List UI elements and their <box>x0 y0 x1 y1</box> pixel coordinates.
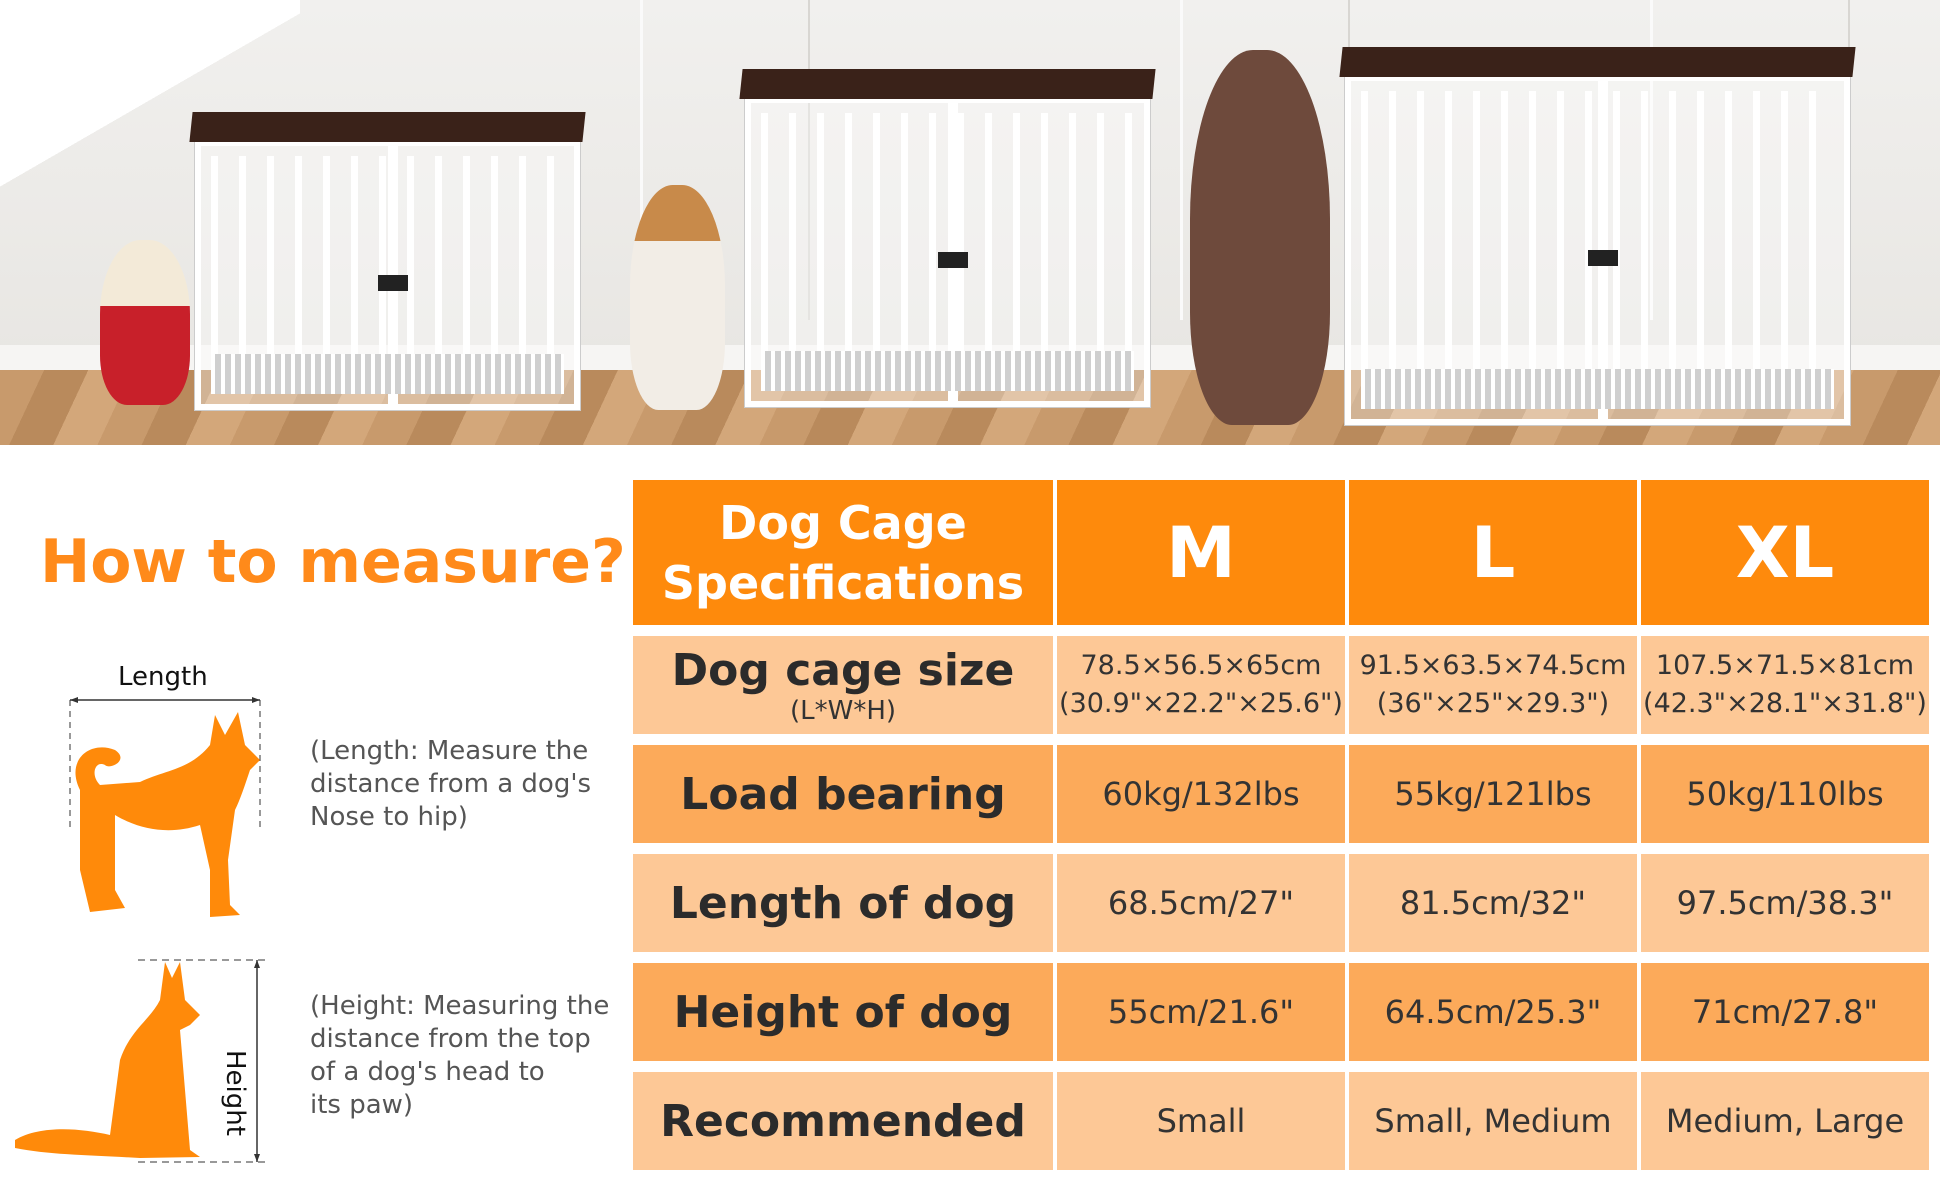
spec-table: Dog Cage Specifications M L XL Dog cage … <box>633 480 1929 1170</box>
desc-line: of a dog's head to <box>310 1057 545 1087</box>
recommended-m: Small <box>1057 1072 1345 1170</box>
height-of-dog-m: 55cm/21.6" <box>1057 963 1345 1061</box>
recommended-xl: Medium, Large <box>1641 1072 1929 1170</box>
row-label-text: Dog cage size <box>671 644 1015 696</box>
value-imperial: (42.3"×28.1"×31.8") <box>1643 688 1927 719</box>
load-bearing-l: 55kg/121lbs <box>1349 745 1637 843</box>
small-dog-image <box>100 240 190 405</box>
beagle-image <box>630 185 725 410</box>
cage-xl-image <box>1339 47 1856 425</box>
row-sublabel: (L*W*H) <box>789 695 897 726</box>
row-label-cage-size: Dog cage size (L*W*H) <box>633 636 1053 734</box>
value-metric: 78.5×56.5×65cm <box>1080 650 1322 681</box>
header-size-m: M <box>1057 480 1345 625</box>
length-of-dog-l: 81.5cm/32" <box>1349 854 1637 952</box>
length-description: (Length: Measure the distance from a dog… <box>310 735 591 834</box>
cage-size-m: 78.5×56.5×65cm (30.9"×22.2"×25.6") <box>1057 636 1345 734</box>
height-of-dog-xl: 71cm/27.8" <box>1641 963 1929 1061</box>
length-label: Length <box>118 662 208 692</box>
value-imperial: (36"×25"×29.3") <box>1376 688 1610 719</box>
row-label-load-bearing: Load bearing <box>633 745 1053 843</box>
row-label-length-of-dog: Length of dog <box>633 854 1053 952</box>
value-metric: 91.5×63.5×74.5cm <box>1359 650 1627 681</box>
sitting-dog-icon <box>15 959 265 1163</box>
cage-l-image <box>739 69 1156 407</box>
cage-size-l: 91.5×63.5×74.5cm (36"×25"×29.3") <box>1349 636 1637 734</box>
desc-line: its paw) <box>310 1090 414 1120</box>
desc-line: distance from a dog's <box>310 769 592 799</box>
desc-line: (Length: Measure the <box>310 736 589 766</box>
row-label-recommended: Recommended <box>633 1072 1053 1170</box>
load-bearing-m: 60kg/132lbs <box>1057 745 1345 843</box>
header-size-xl: XL <box>1641 480 1929 625</box>
standing-dog-icon <box>69 697 261 917</box>
header-line: Specifications <box>661 555 1025 610</box>
height-of-dog-l: 64.5cm/25.3" <box>1349 963 1637 1061</box>
measure-title: How to measure? <box>40 527 626 597</box>
large-dog-image <box>1190 50 1330 425</box>
desc-line: (Height: Measuring the <box>310 991 610 1021</box>
height-description: (Height: Measuring the distance from the… <box>310 990 609 1122</box>
recommended-l: Small, Medium <box>1349 1072 1637 1170</box>
desc-line: distance from the top <box>310 1024 591 1054</box>
value-metric: 107.5×71.5×81cm <box>1655 650 1915 681</box>
header-line: Dog Cage <box>719 495 967 550</box>
height-label: Height <box>220 1050 250 1136</box>
desc-line: Nose to hip) <box>310 802 468 832</box>
load-bearing-xl: 50kg/110lbs <box>1641 745 1929 843</box>
length-of-dog-m: 68.5cm/27" <box>1057 854 1345 952</box>
cage-m-image <box>189 112 586 410</box>
header-size-l: L <box>1349 480 1637 625</box>
length-of-dog-xl: 97.5cm/38.3" <box>1641 854 1929 952</box>
product-photo <box>0 0 1940 445</box>
table-header-label: Dog Cage Specifications <box>633 480 1053 625</box>
row-label-height-of-dog: Height of dog <box>633 963 1053 1061</box>
value-imperial: (30.9"×22.2"×25.6") <box>1059 688 1343 719</box>
cage-size-xl: 107.5×71.5×81cm (42.3"×28.1"×31.8") <box>1641 636 1929 734</box>
